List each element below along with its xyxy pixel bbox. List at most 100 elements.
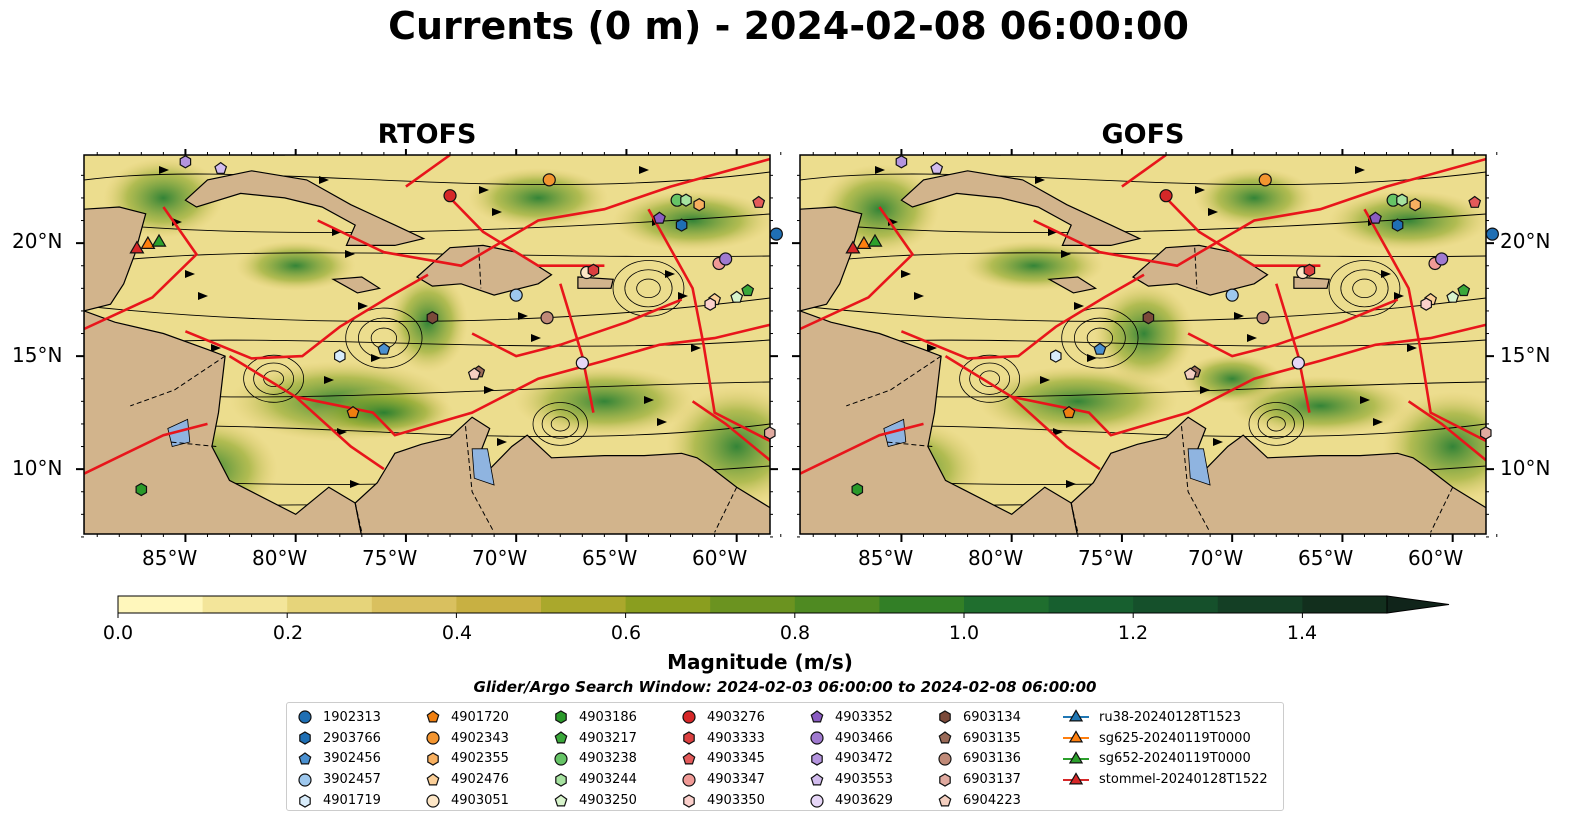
- colorbar-tick-label: 0.6: [610, 622, 642, 644]
- glider-marker-stommel-20240128T1522: [129, 240, 145, 254]
- eez-boundary: [1363, 208, 1486, 443]
- eddy-streamline: [1257, 409, 1295, 439]
- legend-item: 4903217: [553, 728, 637, 749]
- float-marker-3902457: [1225, 288, 1239, 302]
- lat-label-left: 15°N: [12, 343, 63, 367]
- legend-marker-icon: [1063, 730, 1089, 743]
- legend-marker-icon: [298, 773, 312, 787]
- legend-item: ru38-20240128T1523: [1063, 707, 1268, 728]
- current-speed-patch: [1194, 167, 1315, 228]
- float-marker-6904223: [467, 367, 481, 380]
- streamline-arrow: [657, 418, 667, 426]
- legend-label: 4903466: [835, 730, 893, 746]
- float-marker-4903350: [704, 297, 717, 311]
- lat-label-right: 10°N: [1500, 456, 1551, 480]
- legend-item: 6903136: [937, 749, 1021, 770]
- eez-boundary: [647, 208, 770, 443]
- float-marker-4903629: [1291, 356, 1305, 370]
- lat-label-left: 20°N: [12, 229, 63, 253]
- streamline-arrow: [350, 480, 360, 488]
- legend-label: 2903766: [323, 730, 381, 746]
- streamline-arrow: [1381, 270, 1391, 278]
- legend-label: sg652-20240119T0000: [1099, 751, 1251, 767]
- float-marker-4903466: [1435, 252, 1449, 266]
- float-marker-4903345: [1468, 195, 1482, 208]
- current-speed-patch: [1182, 353, 1283, 404]
- float-marker-4901719: [1049, 349, 1062, 363]
- float-marker-4903244: [1396, 193, 1408, 207]
- legend-label: 4902476: [451, 772, 509, 788]
- legend-marker-icon: [810, 731, 824, 745]
- country-border: [130, 355, 226, 407]
- float-marker-4903350: [1420, 297, 1433, 311]
- streamline-arrow: [484, 386, 494, 394]
- legend-marker-icon: [555, 773, 567, 787]
- float-marker-2903766: [675, 218, 688, 232]
- land: [1070, 416, 1486, 534]
- float-marker-4903186: [851, 482, 864, 497]
- streamline-arrow: [185, 270, 195, 278]
- legend-item: 4903250: [553, 790, 637, 811]
- legend-marker-icon: [298, 710, 312, 724]
- legend-marker-icon: [683, 793, 695, 808]
- eez-boundary: [1011, 323, 1486, 437]
- streamline-arrow: [1035, 176, 1045, 184]
- lon-label: 70°W: [472, 546, 528, 570]
- eddy-streamline: [612, 260, 685, 317]
- lat-label-right: 20°N: [1500, 229, 1551, 253]
- float-marker-4902355: [1409, 198, 1422, 212]
- streamline-arrow: [1247, 334, 1257, 342]
- colorbar-tick-label: 1.2: [1117, 622, 1149, 644]
- eddy-streamline: [1074, 317, 1126, 359]
- legend-label: 4901720: [451, 709, 509, 725]
- streamline-arrow: [1234, 312, 1244, 320]
- streamline-arrow: [1213, 438, 1223, 446]
- lake: [1187, 448, 1211, 486]
- float-marker-3902456: [1093, 342, 1107, 355]
- panel-title-gofs: GOFS: [1101, 119, 1185, 150]
- lake: [167, 418, 191, 447]
- land: [1293, 276, 1330, 289]
- streamline-arrow: [159, 166, 169, 174]
- streamline-arrow: [639, 166, 649, 174]
- float-marker-4903276: [1159, 189, 1173, 203]
- eez-boundary: [944, 354, 1101, 471]
- legend-item: 4902355: [425, 749, 509, 770]
- float-marker-6903136: [540, 311, 554, 325]
- lat-label-right: 15°N: [1500, 343, 1551, 367]
- colorbar-frame: [117, 595, 1388, 614]
- float-marker-6903137: [1479, 426, 1492, 440]
- float-marker-4903250: [730, 290, 744, 303]
- legend-label: sg625-20240119T0000: [1099, 730, 1251, 746]
- lon-label: 70°W: [1188, 546, 1244, 570]
- glider-marker-sg625-20240119T0000: [856, 235, 872, 249]
- legend-item: 4903333: [681, 728, 765, 749]
- streamline-arrow: [914, 292, 924, 300]
- lon-label: 75°W: [1078, 546, 1134, 570]
- current-speed-patch: [1093, 283, 1194, 384]
- legend-item: 4903629: [809, 790, 893, 811]
- legend-label: 4902355: [451, 751, 509, 767]
- float-marker-6903137: [763, 426, 776, 440]
- legend-marker-icon: [426, 710, 440, 723]
- legend-item: 4902343: [425, 728, 509, 749]
- legend-item: 4903244: [553, 769, 637, 790]
- legend-column: 4903352 4903466 4903472 4903553 4903629: [809, 707, 893, 811]
- eez-boundary: [1033, 157, 1486, 268]
- country-border: [1194, 247, 1198, 289]
- streamline-arrow: [358, 302, 368, 310]
- glider-marker-sg652-20240119T0000: [151, 233, 167, 247]
- legend-item: stommel-20240128T1522: [1063, 769, 1268, 790]
- eddy-streamline: [979, 370, 1001, 387]
- streamline-arrow: [531, 334, 541, 342]
- legend-marker-icon: [810, 710, 824, 723]
- streamline-arrow: [198, 292, 208, 300]
- country-border: [465, 426, 495, 533]
- lake: [471, 448, 495, 486]
- eddy-streamline: [969, 362, 1011, 395]
- float-marker-4903186: [135, 482, 148, 497]
- legend-marker-icon: [426, 793, 440, 808]
- legend-marker-icon: [682, 773, 696, 787]
- legend-marker-icon: [938, 752, 952, 766]
- streamline-arrow: [1195, 186, 1205, 194]
